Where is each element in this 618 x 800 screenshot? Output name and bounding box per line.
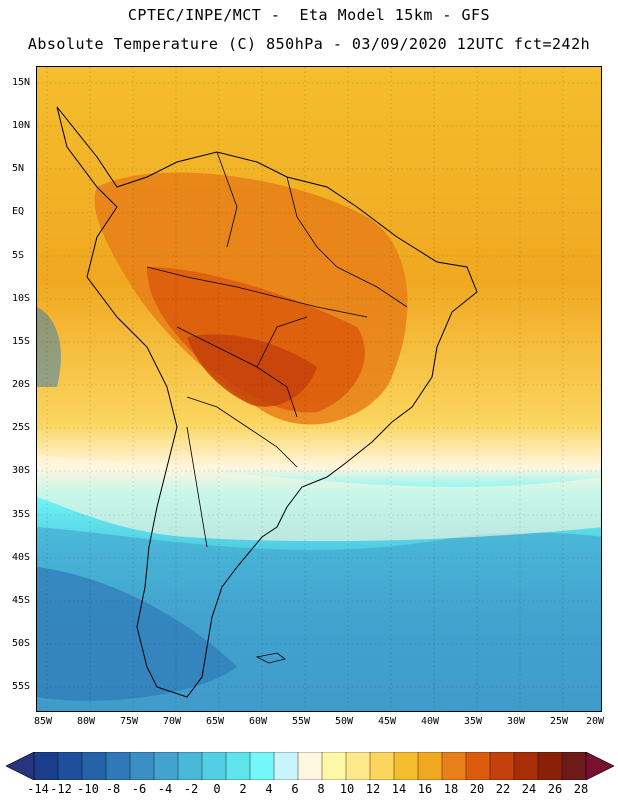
lon-label: 70W [162, 716, 182, 727]
colorbar-swatch [177, 752, 203, 780]
colorbar-swatch [321, 752, 347, 780]
colorbar-swatch [441, 752, 467, 780]
hot-region-24c [187, 334, 317, 407]
colorbar-swatch [513, 752, 539, 780]
lon-label: 25W [549, 716, 569, 727]
colorbar-label: 28 [573, 782, 589, 796]
lat-label: 10N [12, 120, 31, 131]
lon-label: 20W [585, 716, 605, 727]
colorbar-swatch [57, 752, 83, 780]
colorbar-label: -4 [157, 782, 173, 796]
colorbar-label: 14 [391, 782, 407, 796]
colorbar-label: 26 [547, 782, 563, 796]
colorbar-swatch [153, 752, 179, 780]
colorbar-label: -12 [50, 782, 72, 796]
lon-label: 85W [33, 716, 53, 727]
colorbar-label: 6 [291, 782, 299, 796]
lat-label: 50S [12, 638, 31, 649]
colorbar-swatch [81, 752, 107, 780]
colorbar-max-arrow [585, 752, 614, 780]
colorbar-swatches [33, 752, 587, 780]
lon-label: 45W [377, 716, 397, 727]
lat-label: 15S [12, 336, 31, 347]
colorbar-swatch [393, 752, 419, 780]
colorbar-swatch [561, 752, 587, 780]
colorbar-label: 4 [265, 782, 273, 796]
map-subtitle: Absolute Temperature (C) 850hPa - 03/09/… [27, 35, 591, 53]
colorbar-swatch [537, 752, 563, 780]
colorbar-label: -2 [183, 782, 199, 796]
lon-label: 55W [291, 716, 311, 727]
lon-label: 35W [463, 716, 483, 727]
lon-label: 30W [506, 716, 526, 727]
colorbar-label: 18 [443, 782, 459, 796]
colorbar-label: 8 [317, 782, 325, 796]
lat-label: 35S [12, 509, 31, 520]
lon-label: 65W [205, 716, 225, 727]
colorbar-label: 24 [521, 782, 537, 796]
lat-label: 5N [12, 163, 25, 174]
colorbar-swatch [465, 752, 491, 780]
colorbar-label: -8 [105, 782, 121, 796]
lon-label: 80W [76, 716, 96, 727]
temperature-colorbar [6, 752, 614, 780]
colorbar-swatch [417, 752, 443, 780]
lat-label: 55S [12, 681, 31, 692]
lat-label: EQ [12, 206, 25, 217]
pale-band [37, 455, 601, 542]
colorbar-label: -10 [77, 782, 99, 796]
cold-region-south [37, 567, 237, 701]
colorbar-swatch [129, 752, 155, 780]
colorbar-label: 10 [339, 782, 355, 796]
lon-label: 75W [119, 716, 139, 727]
lat-label: 10S [12, 293, 31, 304]
lat-label: 30S [12, 465, 31, 476]
lat-label: 40S [12, 552, 31, 563]
colorbar-label: -6 [131, 782, 147, 796]
lat-label: 20S [12, 379, 31, 390]
south-america-coastline [56, 106, 478, 698]
lat-label: 5S [12, 250, 25, 261]
colorbar-swatch [345, 752, 371, 780]
colorbar-swatch [33, 752, 59, 780]
colorbar-label: 0 [213, 782, 221, 796]
colorbar-swatch [201, 752, 227, 780]
colorbar-label: 16 [417, 782, 433, 796]
colorbar-swatch [225, 752, 251, 780]
colorbar-label: 22 [495, 782, 511, 796]
country-borders [146, 151, 408, 548]
colorbar-label: 20 [469, 782, 485, 796]
lat-label: 25S [12, 422, 31, 433]
map-title: CPTEC/INPE/MCT - Eta Model 15km - GFS [127, 6, 491, 24]
lat-label: 15N [12, 77, 31, 88]
temperature-map [36, 66, 602, 712]
colorbar-swatch [489, 752, 515, 780]
lat-label: 45S [12, 595, 31, 606]
lon-label: 50W [334, 716, 354, 727]
colorbar-swatch [369, 752, 395, 780]
falkland-islands [255, 652, 286, 664]
cold-region-west [37, 307, 61, 387]
colorbar-min-arrow [6, 752, 35, 780]
colorbar-swatch [273, 752, 299, 780]
colorbar-label: -14 [27, 782, 49, 796]
colorbar-label: 12 [365, 782, 381, 796]
lon-label: 60W [248, 716, 268, 727]
colorbar-swatch [249, 752, 275, 780]
lon-label: 40W [420, 716, 440, 727]
colorbar-swatch [297, 752, 323, 780]
colorbar-swatch [105, 752, 131, 780]
colorbar-label: 2 [239, 782, 247, 796]
